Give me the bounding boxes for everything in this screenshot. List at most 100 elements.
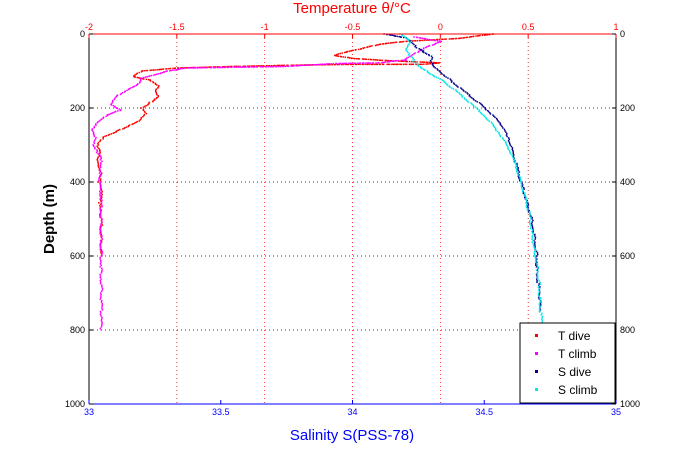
data-point xyxy=(388,34,391,36)
data-point xyxy=(157,86,160,88)
data-point xyxy=(152,81,155,84)
data-point xyxy=(519,178,522,180)
data-point xyxy=(344,62,347,65)
data-point xyxy=(99,184,102,186)
data-point xyxy=(508,150,511,152)
data-point xyxy=(522,192,525,195)
data-point xyxy=(364,58,367,60)
data-point xyxy=(474,100,477,102)
data-point xyxy=(104,135,106,138)
data-point xyxy=(407,51,409,54)
data-point xyxy=(101,253,103,256)
data-point xyxy=(120,92,123,95)
data-point xyxy=(342,56,344,58)
data-point xyxy=(532,233,534,236)
data-point xyxy=(357,58,359,60)
data-point xyxy=(536,274,539,276)
data-point xyxy=(361,62,364,64)
data-point xyxy=(511,148,514,151)
data-point xyxy=(410,41,413,44)
data-point xyxy=(395,41,398,44)
data-point xyxy=(320,63,323,66)
data-point xyxy=(377,62,379,64)
data-point xyxy=(99,246,102,248)
data-point xyxy=(145,69,147,72)
data-point xyxy=(389,34,392,36)
data-point xyxy=(173,67,176,70)
data-point xyxy=(291,64,294,66)
data-point xyxy=(147,103,150,105)
data-point xyxy=(507,137,510,139)
data-point xyxy=(422,68,425,71)
data-point xyxy=(452,88,455,90)
data-point xyxy=(157,95,160,97)
data-point xyxy=(99,209,101,211)
data-point xyxy=(516,162,518,165)
data-point xyxy=(397,63,399,66)
data-point xyxy=(400,60,403,62)
data-point xyxy=(538,291,541,293)
data-point xyxy=(531,224,533,226)
data-point xyxy=(100,233,102,236)
data-point xyxy=(159,72,162,75)
data-point xyxy=(142,108,145,110)
data-point xyxy=(353,62,356,65)
data-point xyxy=(175,69,178,71)
data-point xyxy=(324,63,327,66)
data-point xyxy=(354,57,356,60)
data-point xyxy=(425,61,428,63)
data-point xyxy=(154,83,157,85)
data-point xyxy=(427,39,429,41)
left-tick-label: 0 xyxy=(80,29,85,39)
data-point xyxy=(99,327,102,330)
data-point xyxy=(535,250,538,253)
data-point xyxy=(99,139,102,141)
data-point xyxy=(99,185,102,188)
data-point xyxy=(531,238,533,241)
data-point xyxy=(504,130,506,132)
data-point xyxy=(536,272,539,275)
data-point xyxy=(133,122,136,124)
data-point xyxy=(477,34,480,37)
data-point xyxy=(152,100,154,102)
data-point xyxy=(538,280,540,282)
data-point xyxy=(401,34,404,37)
data-point xyxy=(528,209,530,212)
data-point xyxy=(328,63,330,65)
data-point xyxy=(513,159,516,161)
data-point xyxy=(429,62,432,65)
data-point xyxy=(421,67,423,70)
data-point xyxy=(452,82,455,84)
data-point xyxy=(534,236,537,239)
data-point xyxy=(100,252,102,254)
data-point xyxy=(416,36,418,39)
data-point xyxy=(216,66,219,69)
data-point xyxy=(303,64,305,67)
data-point xyxy=(414,61,416,63)
data-point xyxy=(537,267,539,270)
data-point xyxy=(375,63,378,66)
data-point xyxy=(188,67,190,69)
data-point xyxy=(527,206,529,209)
data-point xyxy=(150,74,153,77)
data-point xyxy=(256,66,259,68)
data-point xyxy=(100,188,102,191)
data-point xyxy=(365,62,367,64)
data-point xyxy=(99,164,102,167)
data-point xyxy=(99,169,101,171)
data-point xyxy=(237,65,240,68)
axes xyxy=(88,33,617,405)
data-point xyxy=(528,220,531,222)
data-point xyxy=(244,65,246,68)
data-point xyxy=(429,61,431,64)
data-point xyxy=(338,63,341,66)
data-point xyxy=(514,159,516,162)
data-point xyxy=(359,48,362,50)
data-point xyxy=(402,36,405,39)
data-point xyxy=(393,34,395,37)
data-point xyxy=(435,38,438,41)
data-point xyxy=(442,38,444,40)
data-point xyxy=(155,97,157,100)
data-point xyxy=(97,146,99,149)
data-point xyxy=(423,61,426,63)
